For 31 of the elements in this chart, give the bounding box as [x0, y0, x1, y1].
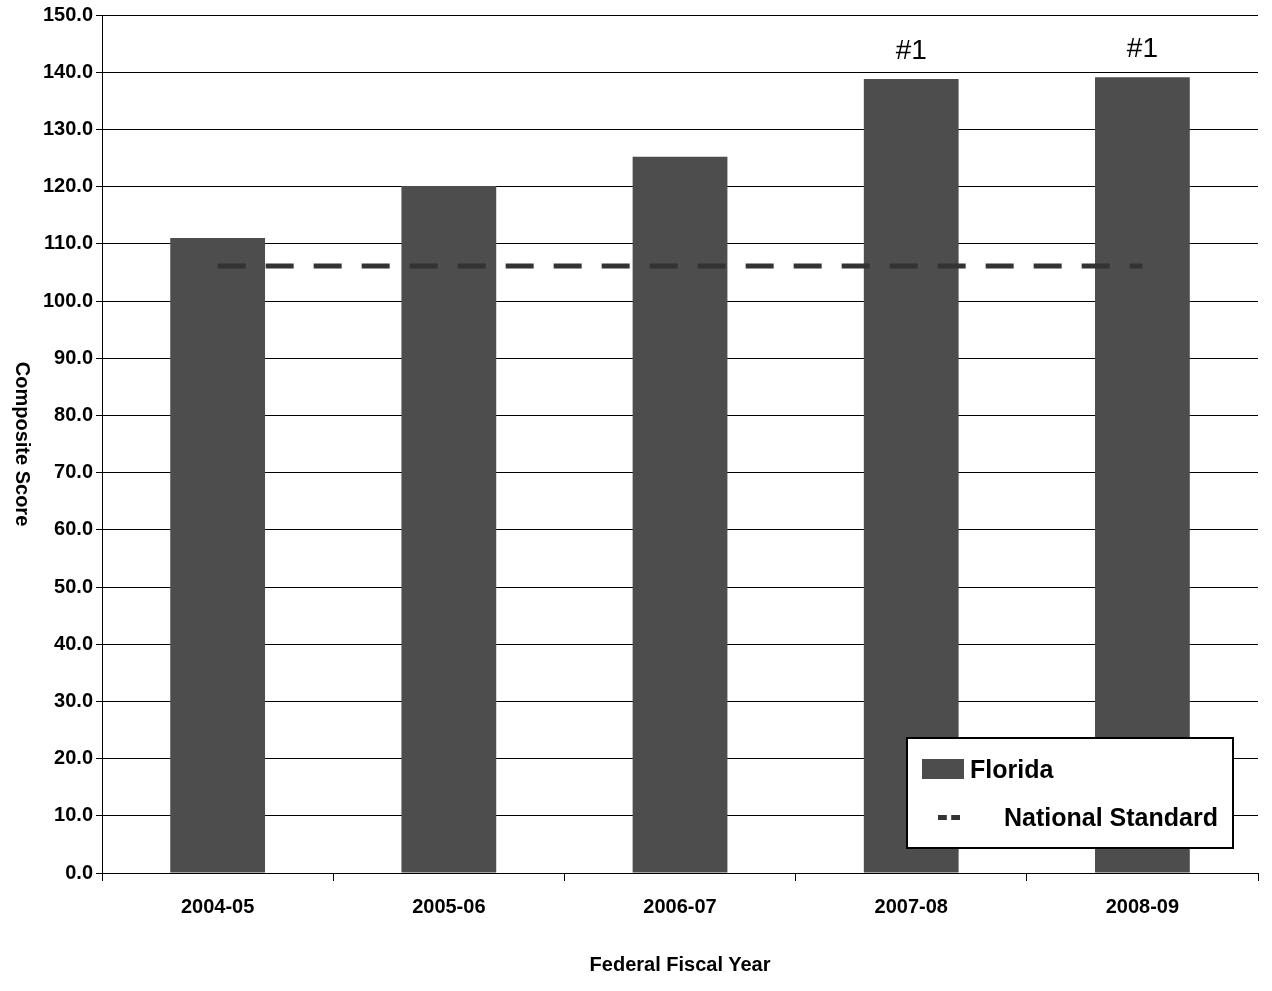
x-tick-label: 2008-09: [1105, 894, 1180, 917]
x-tick-label: 2007-08: [874, 894, 948, 917]
legend-label: National Standard: [1004, 802, 1218, 832]
x-tick-label: 2004-05: [180, 894, 255, 917]
y-tick-label: 10.0: [54, 803, 94, 826]
x-axis-title: Federal Fiscal Year: [589, 952, 771, 975]
y-tick-label: 100.0: [42, 288, 94, 311]
bar: [863, 79, 959, 873]
bar: [170, 238, 266, 873]
bar: [401, 186, 497, 873]
y-tick-label: 60.0: [54, 517, 94, 540]
y-tick-label: 30.0: [54, 688, 94, 711]
y-axis-title: Composite Score: [12, 361, 35, 527]
y-tick-label: 0.0: [65, 860, 94, 883]
y-tick-label: 80.0: [54, 402, 94, 425]
y-tick-label: 140.0: [42, 59, 94, 82]
y-tick-label: 90.0: [54, 345, 94, 368]
y-tick-label: 130.0: [42, 116, 94, 139]
y-tick-label: 120.0: [42, 174, 94, 197]
legend-label: Florida: [970, 754, 1054, 784]
bar: [632, 156, 728, 873]
annotation: #1: [1126, 32, 1158, 64]
y-tick-label: 150.0: [42, 2, 94, 25]
y-tick-label: 70.0: [54, 460, 94, 483]
y-tick-label: 110.0: [44, 231, 94, 254]
y-tick-label: 50.0: [54, 574, 94, 597]
y-tick-label: 20.0: [54, 746, 94, 769]
y-tick-label: 40.0: [54, 631, 94, 654]
annotation: #1: [895, 33, 927, 65]
x-tick-label: 2005-06: [412, 894, 486, 917]
x-tick-label: 2006-07: [643, 894, 717, 917]
